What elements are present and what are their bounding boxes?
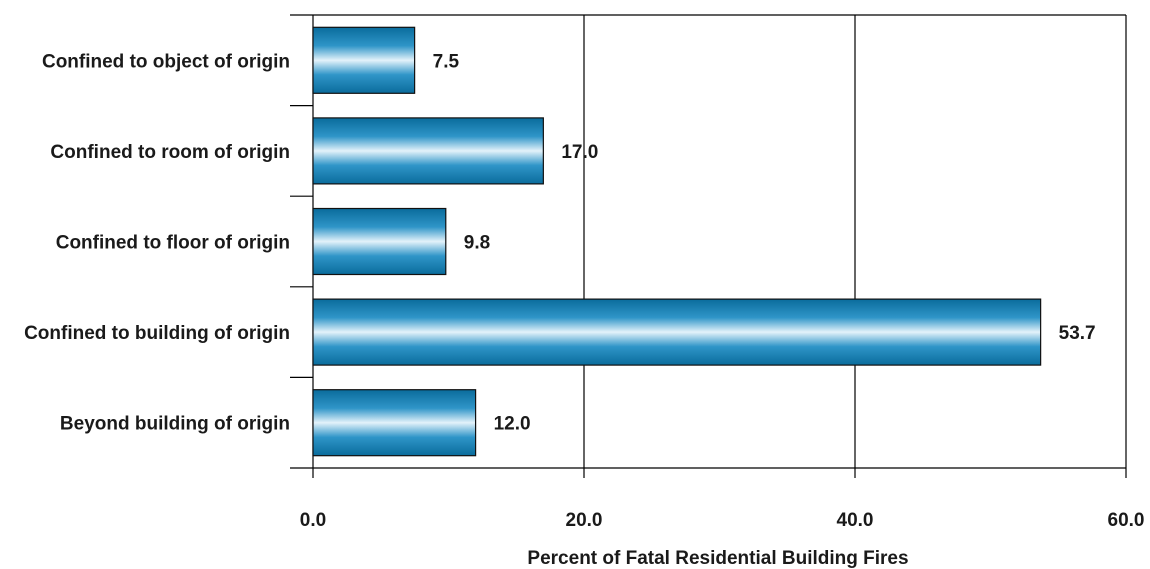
data-label: 12.0 xyxy=(494,414,531,435)
data-label: 9.8 xyxy=(464,233,490,254)
bar xyxy=(312,207,447,276)
category-label: Confined to room of origin xyxy=(50,142,290,163)
x-tick-label: 40.0 xyxy=(837,510,874,531)
x-tick-label: 20.0 xyxy=(566,510,603,531)
data-label: 53.7 xyxy=(1059,323,1096,344)
category-label: Confined to floor of origin xyxy=(56,233,290,254)
data-label: 17.0 xyxy=(561,142,598,163)
x-tick-label: 60.0 xyxy=(1108,510,1145,531)
data-label: 7.5 xyxy=(433,51,460,72)
bar xyxy=(312,389,477,457)
bar xyxy=(312,26,416,94)
category-label: Beyond building of origin xyxy=(60,414,290,435)
bar xyxy=(312,117,544,185)
x-tick-label: 0.0 xyxy=(300,510,326,531)
bar xyxy=(312,298,1042,366)
category-label: Confined to building of origin xyxy=(24,323,290,344)
labels: 0.0 20.0 40.0 60.0 Confined to object of ori… xyxy=(24,51,1144,531)
x-axis-title: Percent of Fatal Residential Building Fi… xyxy=(527,548,908,569)
gridlines xyxy=(583,15,1127,468)
category-label: Confined to object of origin xyxy=(42,51,290,72)
bars xyxy=(312,26,1042,457)
